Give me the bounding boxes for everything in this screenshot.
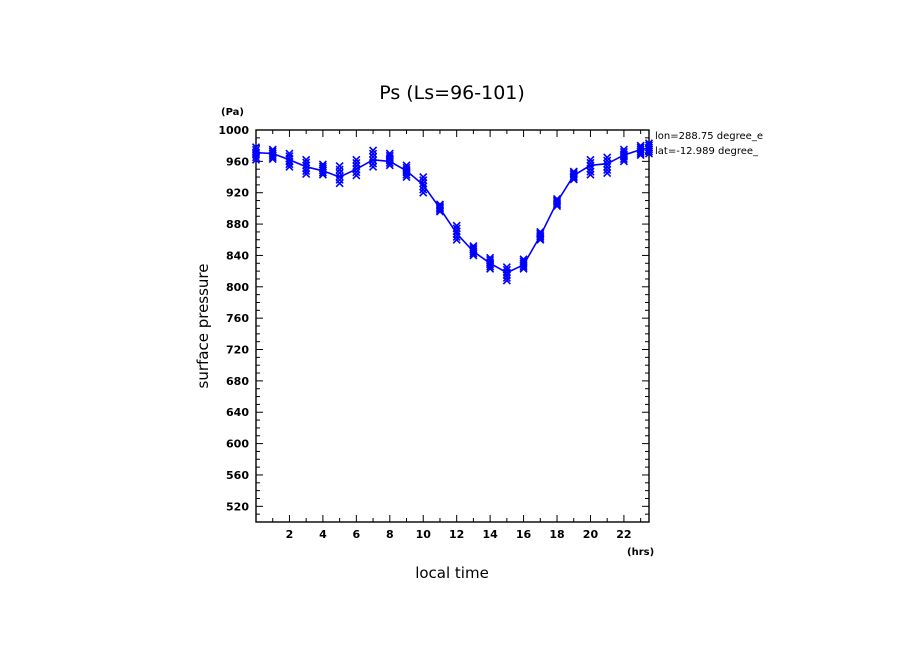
sample-marker — [251, 143, 261, 152]
sample-marker — [335, 175, 344, 184]
y-unit-label: (Pa) — [221, 107, 244, 118]
x-tick-label: 12 — [449, 528, 464, 541]
sample-marker — [368, 146, 378, 155]
sample-marker — [385, 149, 394, 158]
chart-title: Ps (Ls=96-101) — [379, 82, 525, 104]
sample-marker — [586, 170, 595, 179]
x-tick-label: 6 — [353, 528, 361, 541]
sample-marker — [502, 263, 511, 272]
y-tick-label: 720 — [226, 344, 249, 357]
sample-marker — [586, 155, 595, 164]
y-tick-label: 1000 — [218, 124, 249, 137]
x-tick-label: 22 — [616, 528, 631, 541]
x-tick-labels: 2 4 6 8 10 12 14 16 18 20 22 — [286, 528, 632, 541]
y-tick-label: 920 — [226, 187, 249, 200]
axis-ticks — [256, 130, 649, 522]
x-tick-label: 14 — [482, 528, 498, 541]
sample-marker — [486, 253, 495, 262]
y-tick-label: 760 — [226, 312, 249, 325]
sample-marker — [603, 153, 612, 162]
annotation-lon: lon=288.75 degree_e — [655, 131, 763, 142]
sample-marker — [402, 161, 411, 170]
sample-marker — [603, 165, 612, 175]
x-tick-label: 4 — [319, 528, 327, 541]
sample-marker — [419, 188, 428, 197]
x-tick-label: 18 — [549, 528, 564, 541]
sample-marker — [352, 171, 361, 180]
y-tick-label: 960 — [226, 155, 249, 168]
y-axis-label: surface pressure — [194, 264, 212, 389]
y-tick-label: 520 — [226, 500, 249, 513]
y-tick-label: 640 — [226, 406, 249, 419]
sample-marker — [452, 221, 461, 230]
sample-marker — [335, 179, 344, 188]
sample-marker — [419, 172, 428, 182]
mean-line — [255, 147, 650, 274]
y-tick-label: 680 — [226, 375, 249, 388]
sample-marker — [385, 151, 394, 160]
y-tick-label: 800 — [226, 281, 249, 294]
x-axis-label: local time — [415, 564, 489, 582]
annotation-lat: lat=-12.989 degree_ — [655, 146, 759, 157]
sample-marker — [619, 145, 628, 154]
sample-marker — [302, 158, 311, 167]
sample-marker — [268, 145, 277, 154]
sample-marker — [603, 169, 612, 178]
sample-marker — [302, 155, 311, 164]
y-tick-label: 560 — [226, 469, 249, 482]
sample-markers — [251, 139, 654, 285]
sample-marker — [318, 160, 327, 169]
sample-marker — [335, 161, 344, 171]
sample-marker — [285, 149, 294, 158]
y-tick-label: 840 — [226, 249, 249, 262]
sample-marker — [644, 139, 654, 148]
x-tick-label: 8 — [386, 528, 394, 541]
sample-marker — [435, 200, 445, 209]
plot-frame — [255, 129, 650, 523]
sample-marker — [552, 194, 562, 204]
y-tick-labels: 520 560 600 640 680 720 760 800 840 880 920 960 1000 — [218, 124, 249, 513]
sample-marker — [636, 141, 645, 150]
x-unit-label: (hrs) — [627, 547, 654, 558]
sample-marker — [318, 162, 327, 171]
sample-marker — [335, 165, 344, 174]
sample-marker — [519, 257, 528, 266]
sample-marker — [469, 243, 478, 252]
x-tick-label: 2 — [286, 528, 294, 541]
x-tick-label: 20 — [583, 528, 599, 541]
y-tick-label: 600 — [226, 438, 249, 451]
y-tick-label: 880 — [226, 218, 249, 231]
sample-marker — [435, 201, 445, 210]
sample-marker — [419, 179, 428, 188]
sample-marker — [352, 158, 361, 167]
sample-marker — [368, 162, 378, 171]
x-tick-label: 16 — [516, 528, 532, 541]
sample-marker — [368, 149, 378, 158]
sample-marker — [569, 169, 578, 178]
sample-marker — [586, 167, 595, 176]
sample-marker — [352, 155, 361, 164]
x-tick-label: 10 — [416, 528, 432, 541]
